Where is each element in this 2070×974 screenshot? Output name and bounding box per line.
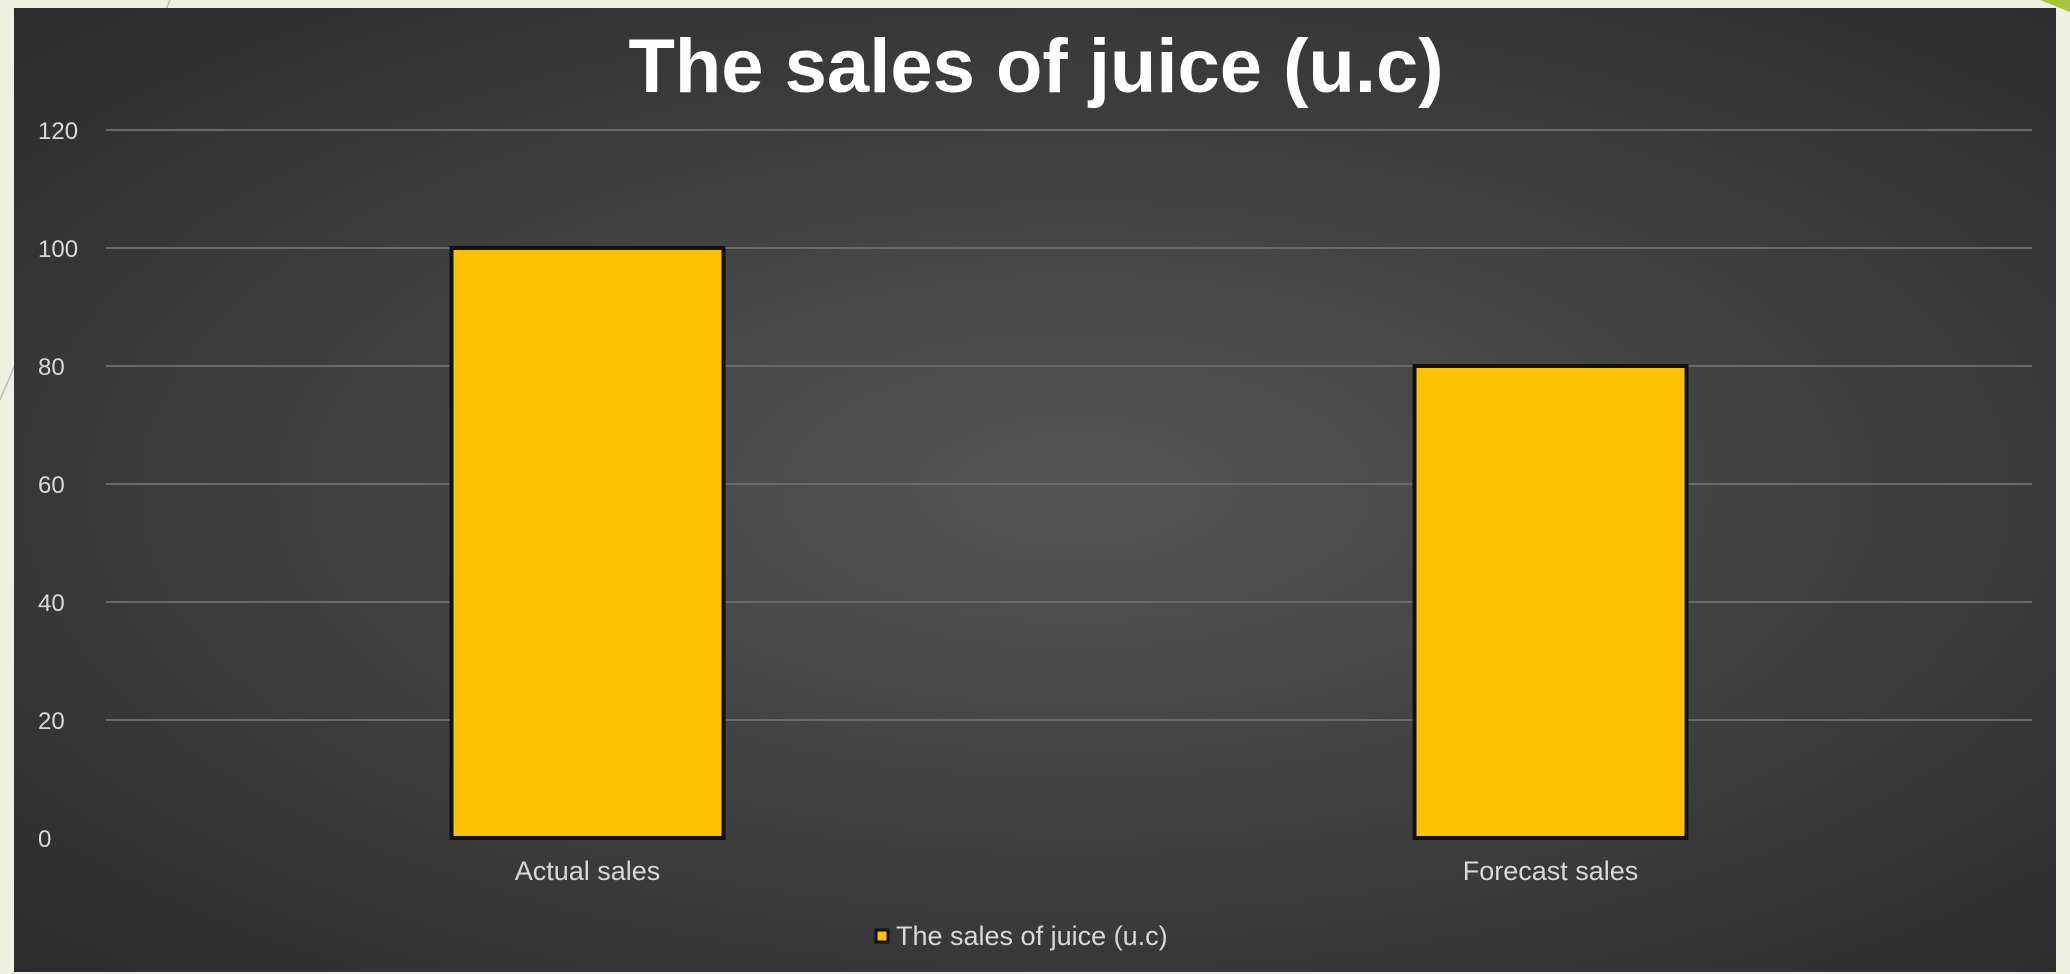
chart-title: The sales of juice (u.c) (628, 24, 1443, 109)
gridlines (106, 129, 2032, 721)
x-category-label: Actual sales (515, 856, 661, 886)
y-tick-label: 40 (38, 590, 65, 617)
bar (449, 246, 726, 840)
legend: The sales of juice (u.c) (874, 921, 1168, 951)
x-category-label: Forecast sales (1463, 856, 1639, 886)
chart-panel: The sales of juice (u.c) 0 20 40 60 80 100 120… (14, 8, 2056, 972)
accent-triangle (2040, 0, 2070, 12)
y-tick-label: 120 (38, 118, 78, 145)
y-axis-ticks: 0 20 40 60 80 100 120 (38, 118, 78, 853)
bars (449, 246, 1689, 840)
bar-chart: The sales of juice (u.c) 0 20 40 60 80 100 120… (38, 24, 2032, 951)
y-tick-label: 20 (38, 708, 65, 735)
legend-label: The sales of juice (u.c) (896, 921, 1168, 951)
category-labels: Actual sales Forecast sales (515, 856, 1639, 886)
y-tick-label: 60 (38, 472, 65, 499)
y-tick-label: 0 (38, 826, 51, 853)
legend-swatch (874, 928, 890, 944)
bar (1412, 364, 1689, 840)
y-tick-label: 100 (38, 236, 78, 263)
y-tick-label: 80 (38, 354, 65, 381)
